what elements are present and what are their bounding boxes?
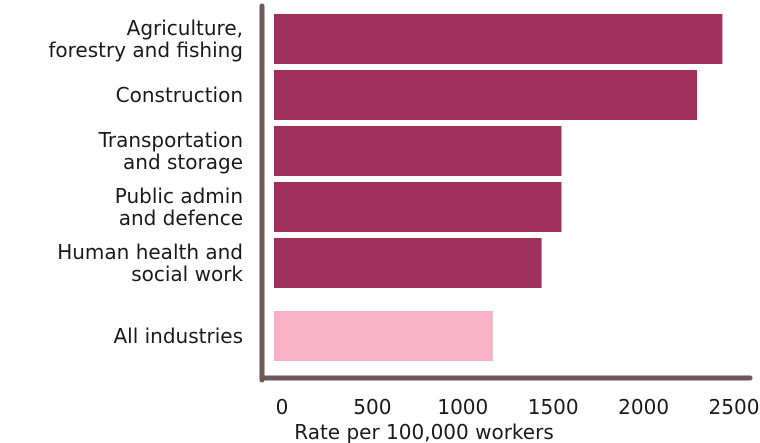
x-tick-label-5: 2500 [709, 395, 760, 419]
bar-3 [274, 182, 562, 232]
bar-1 [274, 70, 698, 120]
x-axis-title: Rate per 100,000 workers [294, 420, 554, 443]
x-tick-labels: 0 500 1000 1500 2000 2500 [276, 395, 760, 419]
category-label-3: Public admin and defence [115, 184, 243, 230]
category-label-0: Agriculture, forestry and fishing [48, 16, 243, 62]
category-label-2: Transportation and storage [98, 128, 243, 174]
x-tick-label-3: 1500 [528, 395, 579, 419]
x-tick-label-4: 2000 [618, 395, 669, 419]
x-tick-label-1: 500 [353, 395, 391, 419]
category-label-4: Human health and social work [57, 240, 243, 286]
category-label-1: Construction [116, 83, 243, 107]
bar-5 [274, 311, 493, 361]
bar-4 [274, 238, 542, 288]
x-tick-label-2: 1000 [437, 395, 488, 419]
x-tick-label-0: 0 [276, 395, 289, 419]
bars-group [274, 14, 723, 361]
category-label-5: All industries [113, 324, 243, 348]
bar-2 [274, 126, 562, 176]
bar-0 [274, 14, 723, 64]
category-labels: Agriculture, forestry and fishing Construc… [48, 16, 243, 348]
